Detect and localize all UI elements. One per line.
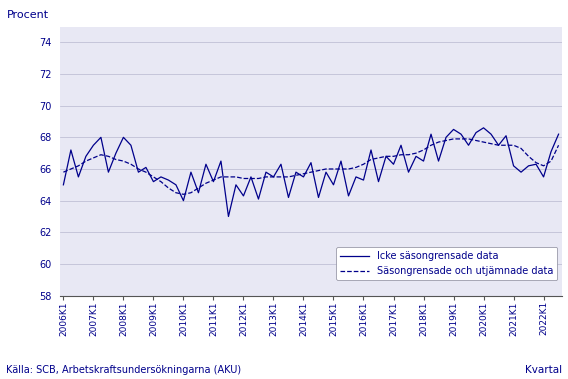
Säsongrensade och utjämnade data: [270, 175, 277, 179]
Icke säsongrensade data: [98, 135, 105, 139]
Säsongrensade och utjämnade data: [442, 138, 449, 143]
Icke säsongrensade data: [555, 132, 562, 136]
Icke säsongrensade data: [480, 125, 487, 130]
Säsongrensade och utjämnade data: [120, 159, 127, 163]
Icke säsongrensade data: [225, 214, 232, 219]
Icke säsongrensade data: [293, 170, 299, 174]
Icke säsongrensade data: [442, 135, 449, 139]
Säsongrensade och utjämnade data: [180, 192, 187, 197]
Säsongrensade och utjämnade data: [98, 152, 105, 157]
Line: Icke säsongrensade data: Icke säsongrensade data: [64, 128, 558, 216]
Säsongrensade och utjämnade data: [60, 170, 67, 174]
Icke säsongrensade data: [270, 175, 277, 179]
Text: Kvartal: Kvartal: [525, 365, 562, 375]
Icke säsongrensade data: [60, 183, 67, 187]
Text: Procent: Procent: [7, 10, 49, 20]
Line: Säsongrensade och utjämnade data: Säsongrensade och utjämnade data: [64, 139, 558, 194]
Säsongrensade och utjämnade data: [525, 154, 532, 158]
Säsongrensade och utjämnade data: [555, 143, 562, 147]
Legend: Icke säsongrensade data, Säsongrensade och utjämnade data: Icke säsongrensade data, Säsongrensade o…: [336, 247, 557, 280]
Icke säsongrensade data: [525, 164, 532, 168]
Text: Källa: SCB, Arbetskraftsundersökningarna (AKU): Källa: SCB, Arbetskraftsundersökningarna…: [6, 365, 241, 375]
Säsongrensade och utjämnade data: [450, 137, 457, 141]
Säsongrensade och utjämnade data: [293, 173, 299, 178]
Icke säsongrensade data: [120, 135, 127, 139]
